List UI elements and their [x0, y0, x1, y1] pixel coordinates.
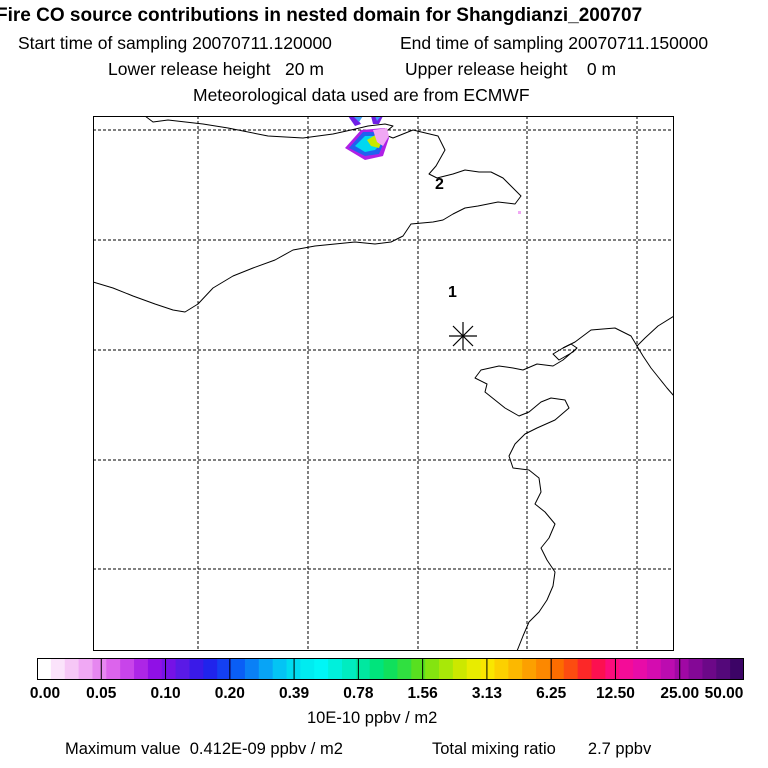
colorbar-swatch: [605, 658, 620, 680]
colorbar-swatch: [646, 658, 662, 680]
colorbar-swatch: [660, 658, 676, 680]
upper-release-height: Upper release height 0 m: [405, 59, 617, 79]
colorbar-swatch: [730, 658, 744, 680]
colorbar-swatch: [549, 658, 565, 680]
colorbar-swatch: [716, 658, 731, 680]
colorbar-swatch: [120, 658, 135, 680]
asterisk-icon: [449, 322, 477, 350]
colorbar-swatch: [341, 658, 357, 680]
colorbar-tick-label: 6.25: [536, 685, 567, 702]
colorbar-swatch: [244, 658, 260, 680]
colorbar-swatch: [64, 658, 80, 680]
colorbar-swatch: [383, 658, 399, 680]
coastline: [93, 116, 674, 651]
colorbar-swatch: [536, 658, 551, 680]
colorbar-swatch: [92, 658, 107, 680]
colorbar-swatch: [106, 658, 121, 680]
colorbar-swatch: [397, 658, 412, 680]
colorbar-swatch: [147, 658, 163, 680]
colorbar-swatch: [466, 658, 482, 680]
colorbar-tick-label: 0.10: [150, 685, 181, 702]
colorbar-tick-label: 0.39: [278, 685, 310, 702]
colorbar-tick-label: 25.00: [660, 685, 700, 702]
colorbar-swatch: [314, 658, 329, 680]
colorbar-swatch: [591, 658, 606, 680]
sampling-end-time: End time of sampling 20070711.150000: [400, 33, 709, 53]
colorbar-tick-label: 12.50: [596, 685, 635, 702]
colorbar-tick-label: 50.00: [704, 685, 744, 702]
colorbar-swatch: [189, 658, 204, 680]
colorbar-swatch: [563, 658, 579, 680]
colorbar-swatch: [674, 658, 690, 680]
colorbar-border: [37, 658, 744, 680]
colorbar-swatch: [203, 658, 218, 680]
map-panel[interactable]: 1 2: [93, 116, 674, 651]
colorbar-swatch: [411, 658, 426, 680]
colorbar-swatch: [508, 658, 523, 680]
colorbar-swatch: [175, 658, 191, 680]
colorbar-swatch: [522, 658, 537, 680]
colorbar-tick-label: 0.05: [86, 685, 117, 702]
colorbar-swatch: [577, 658, 593, 680]
maximum-value: Maximum value 0.412E-09 ppbv / m2: [65, 740, 343, 758]
colorbar-swatch: [688, 658, 704, 680]
map-gridlines: [93, 116, 674, 651]
colorbar-tick-label: 0.00: [29, 685, 61, 702]
colorbar-tick-label: 1.56: [407, 685, 438, 702]
colorbar-swatch: [328, 658, 343, 680]
colorbar-swatch: [494, 658, 509, 680]
colorbar-swatch: [217, 658, 232, 680]
marker-1: 1: [448, 284, 457, 301]
lower-release-height: Lower release height 20 m: [108, 59, 324, 79]
colorbar-swatch: [633, 658, 648, 680]
colorbar-swatch: [258, 658, 274, 680]
colorbar-swatch: [78, 658, 94, 680]
marker-2: 2: [435, 176, 444, 193]
colorbar: [37, 658, 744, 680]
total-mixing-ratio: Total mixing ratio 2.7 ppbv: [432, 740, 652, 758]
colorbar-swatch: [272, 658, 288, 680]
plot-title: Fire CO source contributions in nested d…: [0, 5, 643, 26]
colorbar-tick-label: 0.20: [214, 685, 245, 702]
colorbar-tick-label: 3.13: [471, 685, 502, 702]
colorbar-swatch: [480, 658, 496, 680]
sampling-start-time: Start time of sampling 20070711.120000: [18, 33, 332, 53]
colorbar-swatch: [439, 658, 454, 680]
colorbar-swatch: [37, 658, 52, 680]
colorbar-units: 10E-10 ppbv / m2: [307, 709, 438, 727]
colorbar-swatch: [231, 658, 246, 680]
fire-source-plume: [345, 116, 521, 214]
meteorological-data-source: Meteorological data used are from ECMWF: [193, 85, 530, 105]
colorbar-swatch: [355, 658, 371, 680]
colorbar-swatch: [452, 658, 468, 680]
colorbar-swatch: [369, 658, 385, 680]
colorbar-swatch: [50, 658, 66, 680]
colorbar-swatch: [425, 658, 440, 680]
colorbar-swatch: [161, 658, 177, 680]
colorbar-swatch: [300, 658, 315, 680]
colorbar-swatch: [134, 658, 149, 680]
colorbar-swatch: [702, 658, 717, 680]
colorbar-tick-label: 0.78: [343, 685, 374, 702]
colorbar-swatch: [619, 658, 634, 680]
